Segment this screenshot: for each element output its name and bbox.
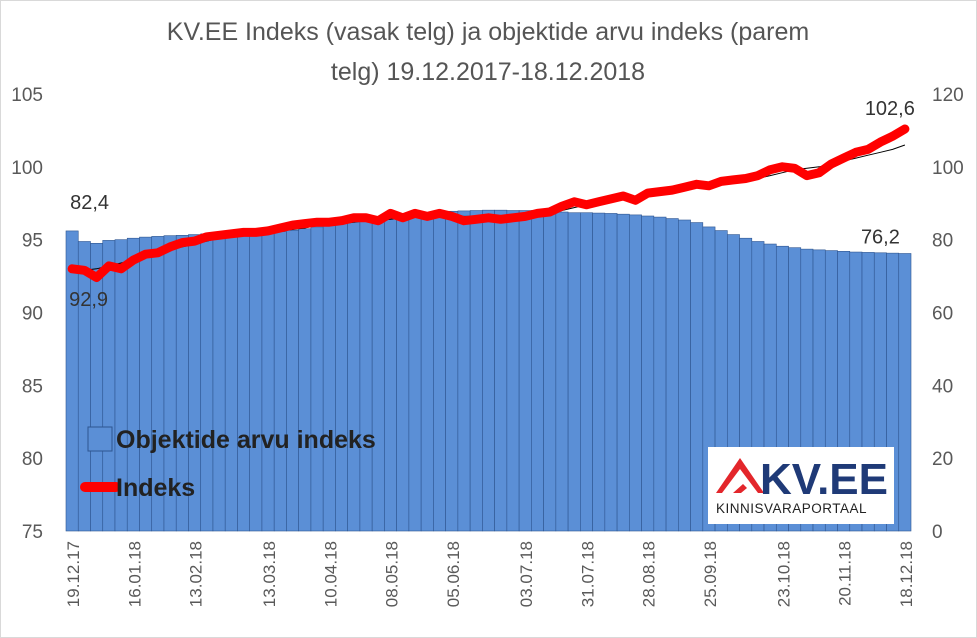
x-tick-label: 03.07.18 <box>517 541 536 607</box>
x-tick-label: 25.09.18 <box>701 541 720 607</box>
x-tick-label: 31.07.18 <box>579 541 598 607</box>
chart-title-line2: telg) 19.12.2017-18.12.2018 <box>331 58 645 86</box>
cursor-icon <box>733 484 747 493</box>
x-tick-label: 08.05.18 <box>383 541 402 607</box>
x-tick-label: 13.02.18 <box>187 541 206 607</box>
bar <box>641 215 655 532</box>
bar <box>604 213 618 532</box>
left-tick-label: 75 <box>22 522 43 543</box>
left-axis: 75 80 85 90 95 100 105 <box>11 85 43 543</box>
bar <box>384 217 397 532</box>
bar <box>371 218 385 532</box>
logo-wordmark: KV.EE <box>760 455 888 504</box>
logo-tagline: KINNISVARAPORTAAL <box>716 501 867 516</box>
legend-swatch-objektide <box>87 426 113 452</box>
bar <box>690 222 704 532</box>
chart-title-line1: KV.EE Indeks (vasak telg) ja objektide a… <box>167 18 809 46</box>
legend-label-objektide: Objektide arvu indeks <box>116 426 376 454</box>
data-label: 82,4 <box>70 192 109 214</box>
bar <box>898 253 912 532</box>
right-tick-label: 60 <box>932 304 953 325</box>
bar <box>335 222 348 532</box>
bar <box>200 233 214 532</box>
indeks-line <box>67 124 910 282</box>
x-tick-label: 13.03.18 <box>260 541 279 607</box>
bar <box>482 209 495 532</box>
bar <box>298 228 312 532</box>
right-tick-label: 40 <box>932 376 953 397</box>
bar <box>665 218 679 532</box>
bar <box>555 211 569 532</box>
x-tick-label: 20.11.18 <box>836 541 855 606</box>
left-tick-label: 105 <box>11 85 43 106</box>
x-tick-label: 16.01.18 <box>125 541 144 607</box>
bar <box>518 210 532 532</box>
bar <box>359 219 373 532</box>
bar <box>506 210 520 532</box>
right-tick-label: 80 <box>932 231 953 252</box>
legend-label-indeks: Indeks <box>116 474 195 502</box>
bar <box>543 210 557 532</box>
x-tick-label: 18.12.18 <box>897 541 916 607</box>
bar <box>65 230 79 532</box>
data-label: 102,6 <box>865 98 915 120</box>
x-tick-label: 23.10.18 <box>774 541 793 607</box>
bar <box>420 212 434 532</box>
bar <box>310 226 324 532</box>
data-label: 76,2 <box>861 227 900 249</box>
bar <box>224 233 238 532</box>
x-tick-label: 28.08.18 <box>640 541 659 607</box>
left-tick-label: 80 <box>22 449 43 470</box>
bar <box>396 216 410 532</box>
bar <box>347 221 361 532</box>
bar <box>580 212 593 532</box>
left-tick-label: 100 <box>11 158 43 179</box>
bar-series-objektide <box>65 209 912 532</box>
bar <box>249 233 263 532</box>
right-tick-label: 100 <box>932 158 964 179</box>
bar <box>531 210 544 532</box>
left-tick-label: 85 <box>22 376 43 397</box>
bar <box>433 211 446 532</box>
right-tick-label: 0 <box>932 522 943 543</box>
x-axis: 19.12.17 16.01.18 13.02.18 13.03.18 10.04.18… <box>64 541 916 607</box>
bar <box>286 229 299 532</box>
left-tick-label: 95 <box>22 231 43 252</box>
left-tick-label: 90 <box>22 304 43 325</box>
house-icon <box>716 458 764 493</box>
bar <box>678 219 691 532</box>
bar <box>273 231 287 532</box>
right-axis: 0 20 40 60 80 100 120 <box>932 85 964 543</box>
bar <box>494 209 508 532</box>
bar <box>408 214 422 532</box>
legend: Objektide arvu indeks Indeks <box>80 426 376 502</box>
bar <box>261 232 275 532</box>
x-tick-label: 10.04.18 <box>321 541 340 607</box>
bar <box>212 233 226 532</box>
bar <box>445 210 459 532</box>
bar <box>457 210 471 532</box>
data-labels: 82,4 92,9 102,6 76,2 <box>69 98 915 311</box>
kvee-logo: KV.EE KINNISVARAPORTAAL <box>708 447 894 524</box>
bar <box>567 212 581 532</box>
bar <box>322 224 336 532</box>
right-tick-label: 120 <box>932 85 964 106</box>
x-tick-label: 05.06.18 <box>444 541 463 607</box>
bar <box>469 210 483 532</box>
bar <box>592 212 606 532</box>
bar <box>653 216 667 532</box>
right-tick-label: 20 <box>932 449 953 470</box>
bar <box>616 213 630 532</box>
data-label: 92,9 <box>69 289 108 311</box>
bar <box>237 234 250 532</box>
bar <box>629 214 642 532</box>
x-tick-label: 19.12.17 <box>64 541 83 607</box>
